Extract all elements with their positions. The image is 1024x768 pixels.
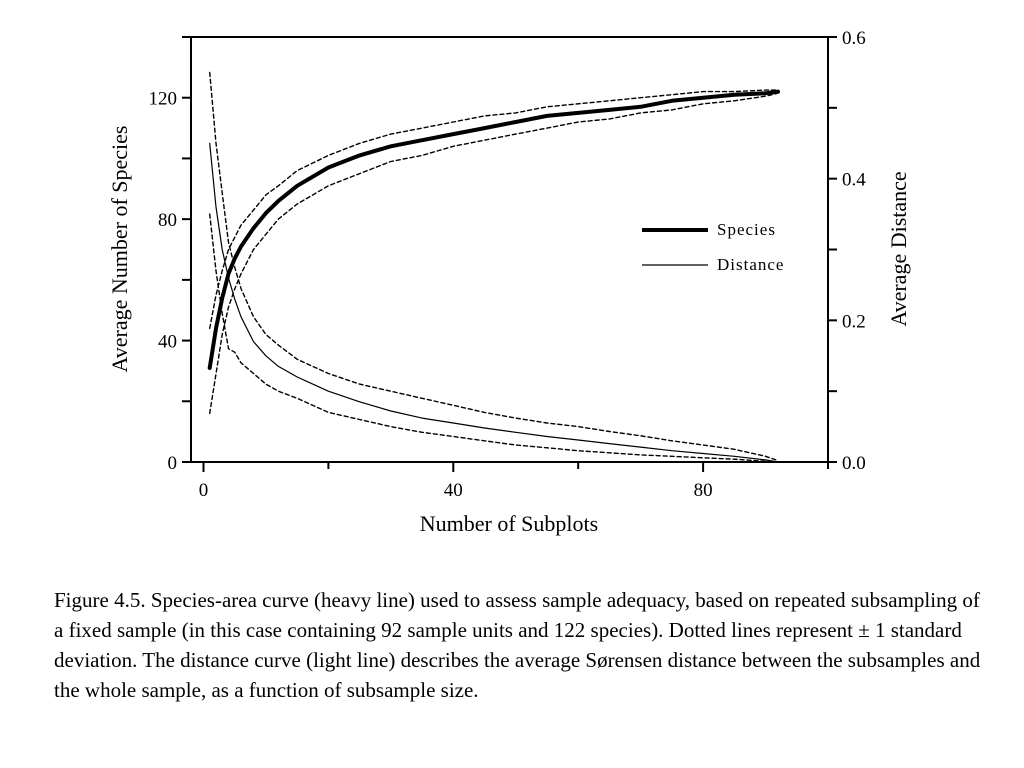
- x-tick-label: 0: [199, 480, 209, 501]
- right-y-axis-ticks: 0.0 0.2 0.4 0.6: [828, 28, 866, 474]
- series-layer: [207, 71, 780, 463]
- left-y-tick-label: 0: [168, 453, 178, 474]
- x-axis-ticks: 0 40 80: [199, 462, 829, 501]
- legend-label-species: Species: [717, 220, 776, 239]
- left-y-axis-ticks: 0 40 80 120: [149, 36, 191, 474]
- left-y-tick-label: 80: [158, 210, 177, 231]
- series-line-species: [207, 89, 780, 370]
- x-tick-label: 80: [694, 480, 713, 501]
- x-axis-label: Number of Subplots: [420, 511, 598, 536]
- series-line-distance-1-sd: [208, 213, 779, 463]
- x-tick-label: 40: [444, 480, 463, 501]
- right-y-tick-label: 0.6: [842, 28, 866, 49]
- series-line-species-1-sd: [208, 92, 779, 415]
- legend: Species Distance: [642, 220, 784, 274]
- figure-caption: Figure 4.5. Species-area curve (heavy li…: [54, 588, 981, 702]
- left-y-tick-label: 120: [149, 89, 178, 110]
- left-y-axis-label: Average Number of Species: [107, 126, 132, 373]
- right-y-axis-label: Average Distance: [886, 171, 911, 326]
- series-line-distance-1-sd: [208, 71, 779, 462]
- right-y-tick-label: 0.2: [842, 311, 866, 332]
- series-line-species-1-sd: [208, 89, 779, 330]
- right-y-tick-label: 0.4: [842, 170, 866, 191]
- chart-figure: 0 40 80 0 40 80 120 0.0 0.2 0.4 0.6 Species Dist…: [107, 28, 911, 536]
- right-y-tick-label: 0.0: [842, 453, 866, 474]
- legend-label-distance: Distance: [717, 255, 784, 274]
- plot-frame: [190, 36, 829, 463]
- series-line-distance: [209, 142, 779, 463]
- chart-svg: 0 40 80 0 40 80 120 0.0 0.2 0.4 0.6 Species Dist…: [107, 28, 911, 536]
- left-y-tick-label: 40: [158, 332, 177, 353]
